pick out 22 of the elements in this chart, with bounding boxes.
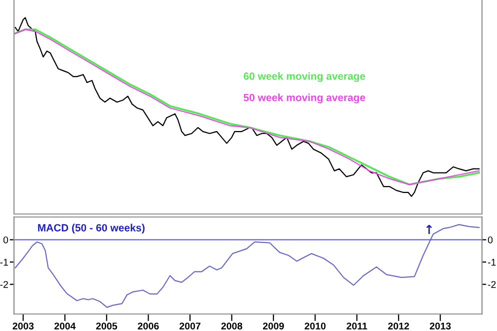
x-tick-label: 2013 xyxy=(430,322,451,330)
y-tick-label: 0 xyxy=(3,236,8,244)
annotation: ↑ xyxy=(426,224,432,234)
y2-tick-label: 0 xyxy=(488,236,493,244)
text: 60 week moving average xyxy=(244,72,366,82)
y2-tick-label: -1 xyxy=(488,258,496,266)
y2-tick-label: -2 xyxy=(488,281,496,288)
x-tick-label: 2007 xyxy=(180,322,200,330)
x-tick-label: 2012 xyxy=(388,322,410,330)
x-tick-label: 2010 xyxy=(304,322,326,330)
text: 50 week moving average xyxy=(244,94,366,104)
text: MACD (50 - 60 weeks) xyxy=(38,224,145,234)
x-tick-label: 2009 xyxy=(262,322,284,330)
y-tick-label: -1 xyxy=(0,258,8,266)
line-series xyxy=(14,224,480,308)
x-tick-label: 2008 xyxy=(221,322,242,330)
x-tick-label: 2006 xyxy=(138,322,159,330)
x-tick-label: 2003 xyxy=(12,322,34,330)
x-tick-label: 2004 xyxy=(54,322,76,330)
x-tick-label: 2011 xyxy=(346,322,368,330)
y-tick-label: -2 xyxy=(0,281,8,288)
x-tick-label: 2005 xyxy=(96,322,118,330)
